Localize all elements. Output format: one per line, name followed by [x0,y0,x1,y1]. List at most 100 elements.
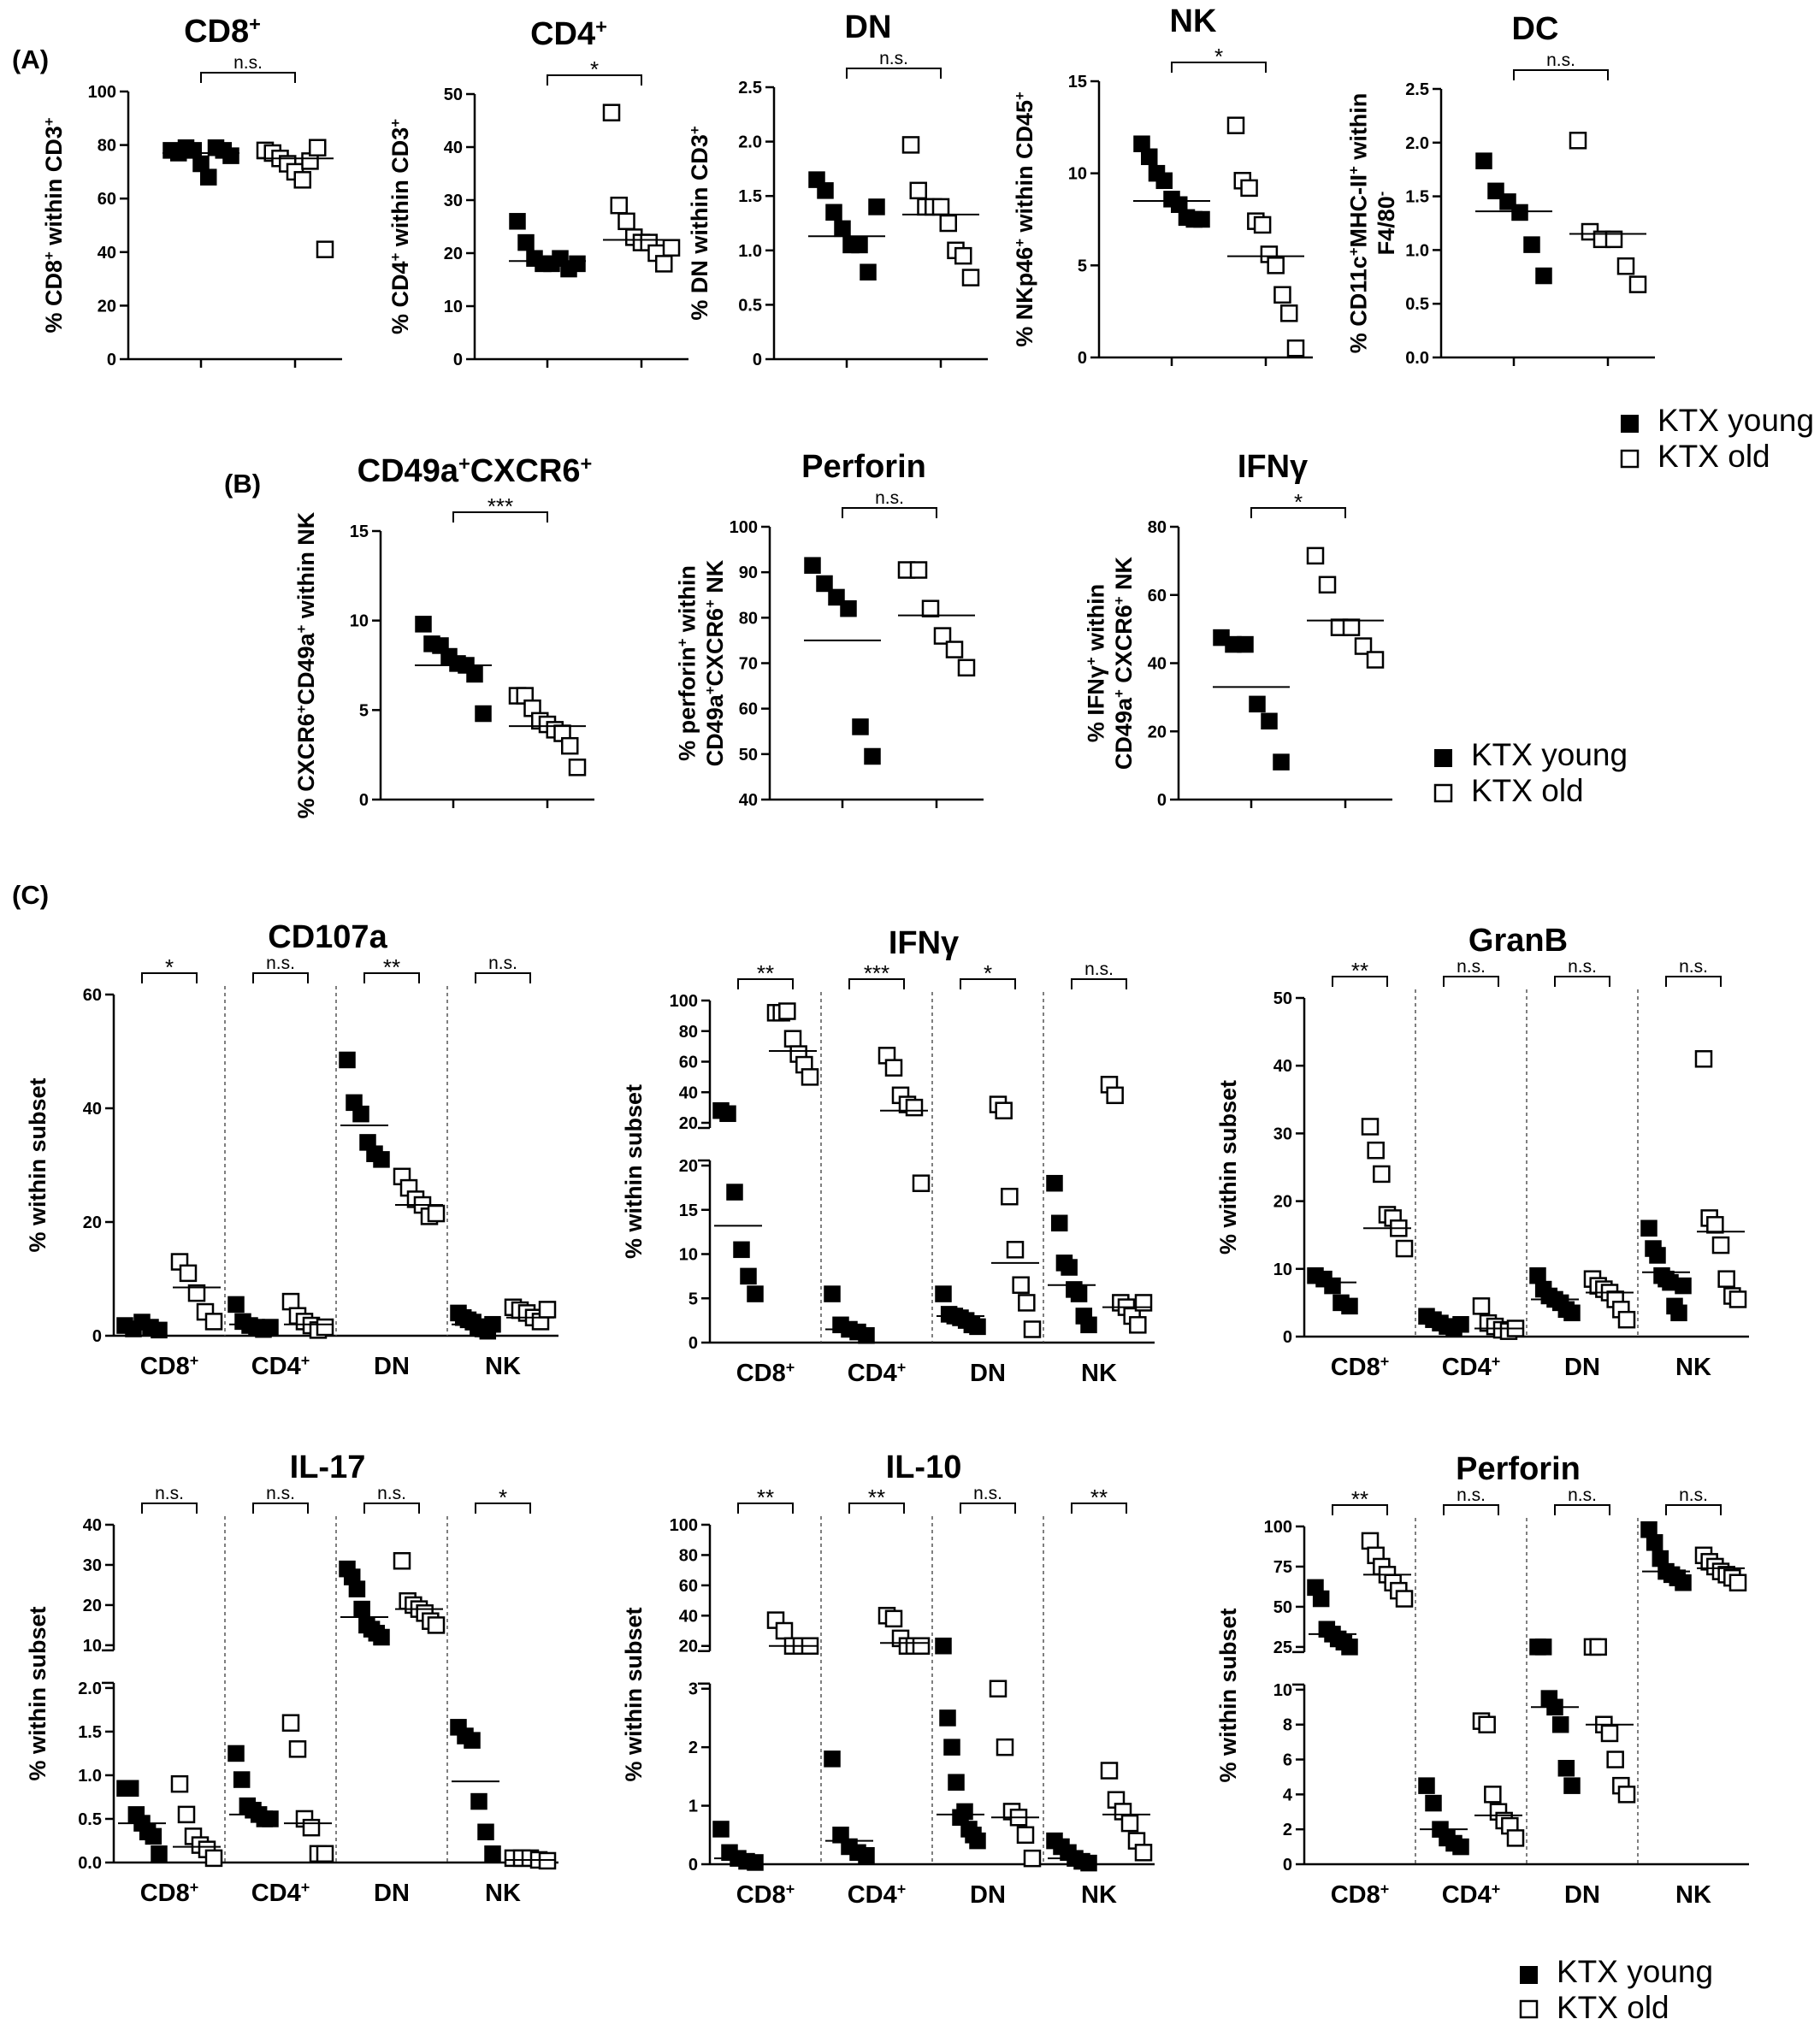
old-point [931,198,950,216]
y-tick-label: 0 [688,1334,698,1353]
old-point [568,759,587,776]
old-point [801,1068,819,1086]
y-tick-label: 0.5 [738,296,762,315]
significance-0-label: ** [757,960,774,986]
young-point [1193,210,1210,228]
young-point [348,1580,366,1597]
y-tick-label: 20 [83,1213,102,1232]
young-point [1646,1534,1663,1551]
young-point [1155,172,1173,190]
y-tick-label: 0 [1283,1328,1292,1347]
young-point [1050,1214,1068,1232]
significance-1-bracket [848,978,905,989]
y-axis-label: % within subset [621,1607,647,1781]
y-tick-label: 80 [679,1023,698,1042]
y-tick-label: 25 [1273,1638,1292,1657]
old-point [1006,1241,1025,1259]
y-tick-label: 0 [1157,791,1167,810]
old-point [989,1680,1008,1697]
old-point [561,736,579,755]
y-tick-label: 2.0 [78,1680,102,1698]
panel-label-b: (B) [224,469,261,499]
old-point [316,240,334,258]
young-point [969,1832,986,1850]
chart-title: IFNγ [889,925,959,961]
young-point [824,1285,841,1302]
old-point [939,214,957,233]
young-point [747,1854,764,1871]
old-point [1366,651,1385,669]
y-tick-label: 40 [444,139,463,157]
significance-1-label: *** [864,960,889,986]
old-point [288,1740,307,1758]
old-point [1018,1294,1036,1312]
y-tick-label: 15 [1068,73,1087,92]
category-label: CD8+ [140,1352,199,1380]
y-tick-label: 30 [444,192,463,210]
significance-1-label: ** [868,1485,885,1510]
significance-3-label: n.s. [1679,1485,1708,1505]
old-point [1617,1310,1636,1329]
young-point [1640,1219,1658,1237]
old-point [933,627,952,645]
old-point [1506,1829,1525,1847]
old-point [1012,1276,1030,1294]
legend-b: KTX young KTX old [1433,737,1628,808]
chart-a-2: 0 0.5 1.0 1.5 2.0 2.5 DN % DN within CD3+ n.s. [687,9,988,369]
young-point [151,1321,168,1339]
y-tick-label: 40 [739,791,758,810]
young-point [1341,1638,1358,1656]
young-point [733,1241,750,1259]
old-point [996,1738,1014,1756]
young-point [1475,152,1492,169]
old-point [309,139,327,156]
category-label: NK [1081,1360,1117,1387]
young-point [517,233,535,251]
old-point [1616,257,1635,275]
y-tick-label: 10 [1273,1260,1292,1279]
significance-bracket [547,74,642,86]
category-label: DN [1564,1354,1600,1381]
significance-bracket [842,507,937,518]
old-point [1016,1826,1035,1845]
chart-title: Perforin [801,449,926,485]
young-point [804,557,821,574]
old-point [204,1313,223,1331]
young-point [712,1821,730,1838]
y-axis-label: % IFNγ+ withinCD49a+ CXCR6+ NK [1083,556,1137,770]
significance-bracket [1171,62,1267,73]
young-point [726,1184,743,1201]
young-point [1141,148,1158,166]
old-point [1267,257,1285,275]
young-point [864,747,881,765]
chart-title: GranB [1468,923,1568,959]
y-tick-label: 6 [1283,1751,1292,1770]
legend-young-label: KTX young [1557,1954,1713,1989]
y-tick-label: 20 [1148,723,1167,741]
young-point [352,1105,369,1123]
y-tick-label: 60 [83,986,102,1005]
legend-young-label: KTX young [1658,403,1814,438]
old-point [1134,1294,1153,1312]
y-tick-label: 70 [739,655,758,674]
old-point [957,658,976,677]
category-label: CD8+ [1331,1880,1390,1909]
significance-3-bracket [475,1503,531,1514]
significance-1-bracket [252,1503,309,1514]
young-point [475,705,492,723]
young-point [1070,1285,1088,1302]
y-tick-label: 75 [1273,1558,1292,1577]
y-tick-label: 0 [107,351,116,369]
significance-0-bracket [141,972,198,983]
young-point [747,1285,764,1302]
young-point [262,1810,279,1827]
young-point [1418,1777,1435,1794]
young-point [817,182,834,199]
y-tick-label: 0 [688,1856,698,1874]
young-point [121,1780,139,1798]
old-point [1589,1638,1607,1656]
y-tick-label: 80 [98,137,116,156]
y-tick-label: 50 [444,86,463,104]
significance-2-bracket [960,1503,1016,1514]
old-point [1472,1297,1491,1315]
